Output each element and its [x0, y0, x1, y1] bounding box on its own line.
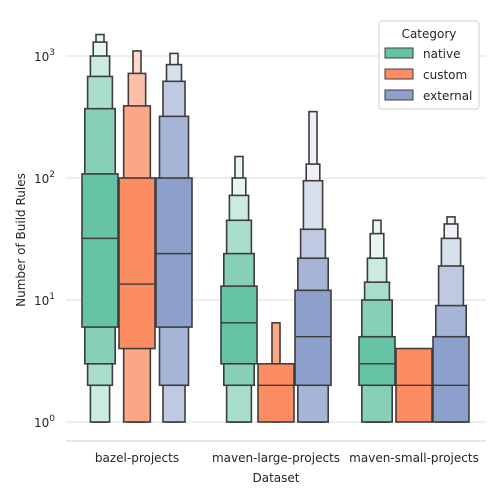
boxen-external-maven-large-projects — [295, 112, 331, 422]
legend-swatch — [385, 90, 413, 100]
y-tick-label: 101 — [34, 292, 55, 308]
legend-title: Category — [402, 27, 457, 41]
y-tick-label: 103 — [34, 48, 55, 64]
boxen-box — [82, 174, 118, 327]
legend-swatch — [385, 48, 413, 58]
legend-swatch — [385, 69, 413, 79]
boxen-box — [221, 286, 257, 364]
legend-label: native — [423, 47, 460, 61]
y-tick-label: 100 — [34, 414, 55, 430]
x-tick-label: bazel-projects — [95, 451, 179, 465]
boxen-box — [359, 337, 395, 386]
boxen-custom-bazel-projects — [119, 51, 155, 422]
x-tick-label: maven-small-projects — [349, 451, 479, 465]
boxen-box — [433, 337, 469, 422]
boxen-box — [258, 364, 294, 422]
boxen-box — [156, 178, 192, 327]
boxen-native-maven-small-projects — [359, 220, 395, 422]
boxen-external-maven-small-projects — [433, 217, 469, 422]
legend: Category native custom external — [379, 21, 479, 109]
x-tick-labels: bazel-projects maven-large-projects maven-… — [95, 451, 479, 465]
boxen-custom-maven-large-projects — [258, 323, 294, 422]
x-tick-label: maven-large-projects — [212, 451, 340, 465]
boxen-external-bazel-projects — [156, 53, 192, 422]
boxen-native-bazel-projects — [82, 35, 118, 422]
boxen-box — [295, 290, 331, 385]
legend-label: external — [423, 89, 472, 103]
y-tick-labels: 100 101 102 103 — [34, 48, 55, 430]
y-axis-label: Number of Build Rules — [14, 173, 28, 307]
x-axis-label: Dataset — [253, 471, 300, 485]
boxen-box — [119, 178, 155, 349]
boxen-native-maven-large-projects — [221, 157, 257, 422]
boxen-custom-maven-small-projects — [396, 349, 432, 422]
y-tick-label: 102 — [34, 170, 55, 186]
legend-label: custom — [423, 68, 467, 82]
